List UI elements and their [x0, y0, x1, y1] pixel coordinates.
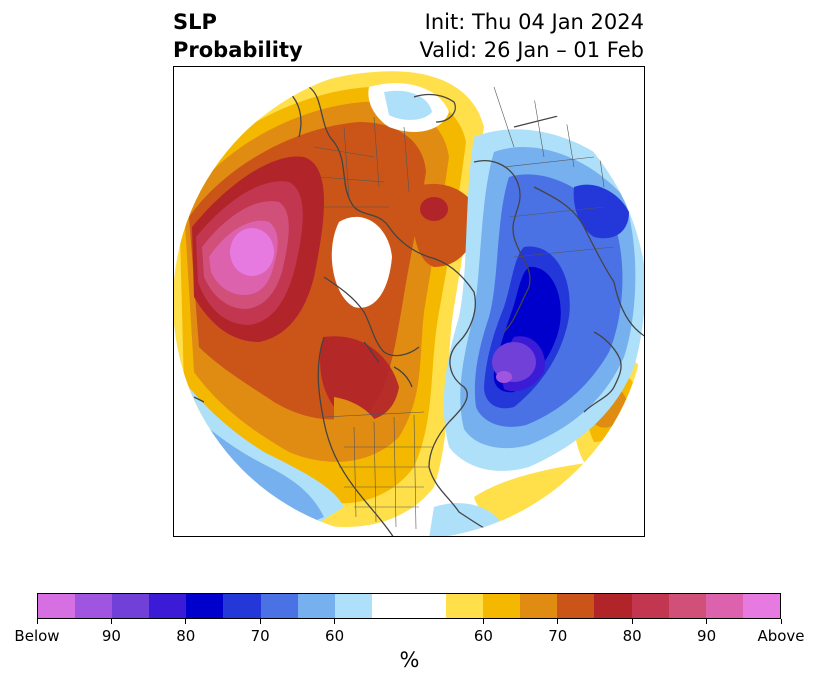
colorbar-tick-mark — [36, 619, 38, 624]
colorbar-tick-mark — [780, 619, 782, 624]
neutral-region — [331, 83, 449, 308]
colorbar-segment — [631, 594, 669, 618]
colorbar-segment — [260, 594, 298, 618]
colorbar-segment — [742, 594, 780, 618]
plot-dates: Init: Thu 04 Jan 2024 Valid: 26 Jan – 01… — [419, 8, 644, 64]
below-anomaly-region — [174, 129, 644, 536]
colorbar-tick-label: 90 — [697, 627, 717, 645]
colorbar-segment — [334, 594, 372, 618]
colorbar-segment — [75, 594, 113, 618]
probability-field — [174, 67, 644, 536]
colorbar-segment — [186, 594, 224, 618]
colorbar-tick-label: 60 — [473, 627, 493, 645]
init-date: Init: Thu 04 Jan 2024 — [424, 10, 644, 34]
colorbar-tick-label: 80 — [176, 627, 196, 645]
colorbar-tick-label: Below — [14, 627, 60, 645]
polar-map — [174, 67, 644, 536]
colorbar-segment — [38, 594, 76, 618]
colorbar-tick-label: 70 — [548, 627, 568, 645]
title-line-variable: SLP — [173, 10, 217, 34]
colorbar-tick-mark — [482, 619, 484, 624]
colorbar-segment — [408, 594, 447, 618]
country-borders — [313, 86, 615, 530]
colorbar-segment — [668, 594, 706, 618]
colorbar-tick-label: 90 — [101, 627, 121, 645]
colorbar-tick-label: Above — [757, 627, 805, 645]
colorbar — [37, 593, 781, 619]
colorbar-tick-label: 80 — [622, 627, 642, 645]
colorbar-segment — [446, 594, 484, 618]
colorbar-tick-mark — [185, 619, 187, 624]
colorbar-tick-mark — [259, 619, 261, 624]
valid-date-range: Valid: 26 Jan – 01 Feb — [419, 38, 644, 62]
colorbar-segment — [149, 594, 187, 618]
colorbar-unit-label: % — [399, 648, 420, 672]
colorbar-segment — [371, 594, 409, 618]
colorbar-segment — [520, 594, 558, 618]
colorbar-segment — [112, 594, 150, 618]
colorbar-tick-label: 60 — [325, 627, 345, 645]
colorbar-segment — [705, 594, 743, 618]
colorbar-segment — [483, 594, 521, 618]
plot-title: SLP Probability — [173, 8, 303, 64]
coastlines — [183, 74, 644, 536]
map-panel — [173, 66, 645, 537]
colorbar-tick-mark — [557, 619, 559, 624]
colorbar-segment — [557, 594, 595, 618]
colorbar-tick-mark — [110, 619, 112, 624]
colorbar-tick-mark — [631, 619, 633, 624]
colorbar-tick-label: 70 — [250, 627, 270, 645]
colorbar-segment — [594, 594, 632, 618]
title-line-type: Probability — [173, 38, 303, 62]
colorbar-segment — [223, 594, 261, 618]
colorbar-segment — [297, 594, 335, 618]
colorbar-tick-mark — [706, 619, 708, 624]
colorbar-tick-mark — [334, 619, 336, 624]
